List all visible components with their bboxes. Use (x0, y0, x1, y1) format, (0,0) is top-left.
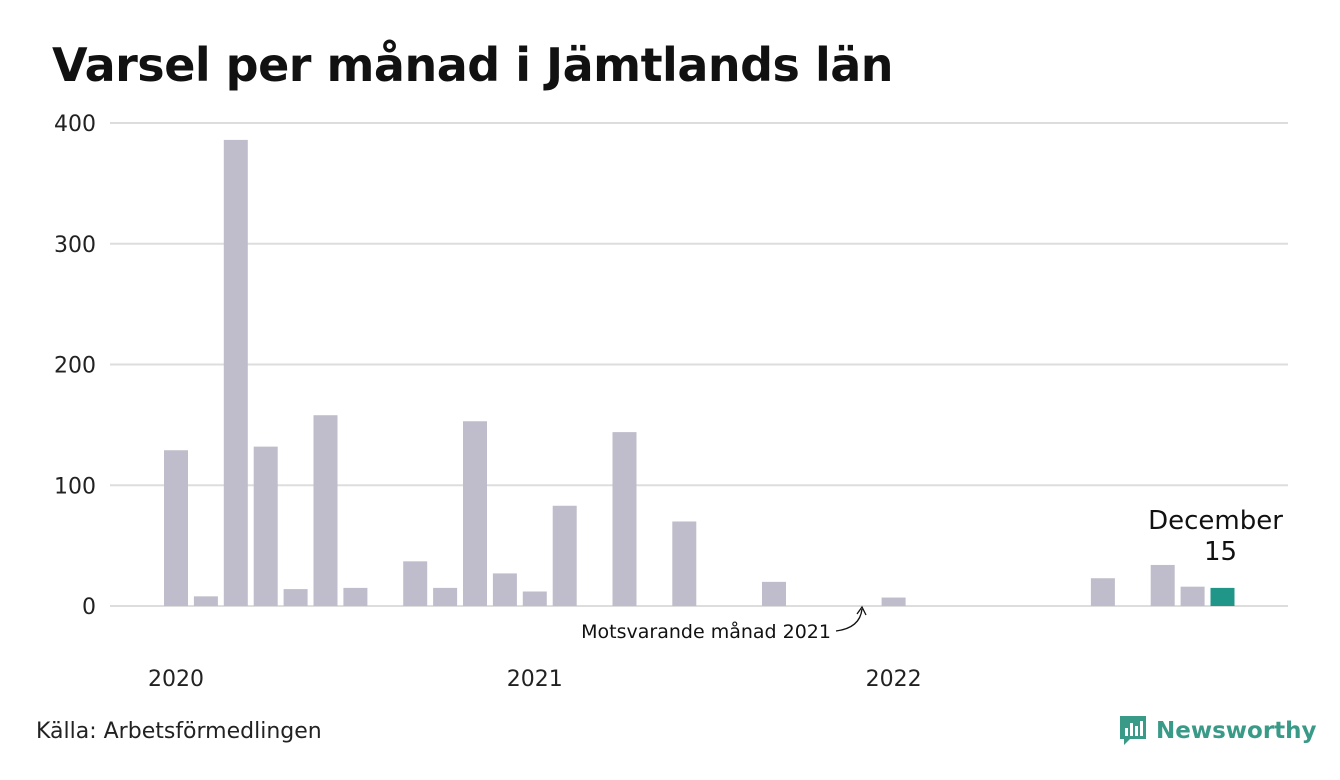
y-tick-label: 100 (54, 474, 96, 499)
x-axis-ticks: 2020 2021 2022 (148, 667, 922, 692)
bars (164, 139, 1235, 606)
bar-2021-06 (672, 521, 697, 606)
source-note: Källa: Arbetsförmedlingen (36, 719, 322, 744)
newsworthy-logo: Newsworthy (1118, 714, 1317, 748)
annotation-arrow (835, 608, 863, 632)
logo-text: Newsworthy (1156, 718, 1317, 744)
bar-2021-09 (762, 581, 786, 606)
bar-2020-11 (463, 421, 487, 606)
y-tick-label: 200 (54, 354, 96, 379)
bar-2021-04 (612, 432, 637, 606)
chart-title: Varsel per månad i Jämtlands län (52, 38, 894, 92)
bar-2020-02 (193, 596, 218, 606)
bar-2020-10 (433, 587, 458, 606)
gridlines (110, 122, 1288, 607)
highlight-month-label: December (1148, 506, 1283, 536)
x-tick-label: 2021 (507, 667, 563, 692)
bar-2022-10 (1150, 564, 1175, 606)
bar-2022-12 (1210, 587, 1235, 606)
bar-2020-01 (164, 450, 188, 606)
bar-2020-04 (253, 446, 278, 606)
bar-2020-03 (223, 139, 248, 606)
bar-2021-01 (522, 591, 547, 606)
bar-2020-09 (403, 561, 428, 606)
x-tick-label: 2020 (148, 667, 204, 692)
bar-2022-08 (1090, 578, 1115, 606)
comparison-annotation: Motsvarande månad 2021 (581, 620, 831, 643)
bar-2021-02 (552, 505, 577, 606)
bar-2022-01 (881, 597, 906, 606)
y-axis-ticks: 0 100 200 300 400 (54, 112, 96, 620)
annotation-arrowhead (856, 605, 867, 616)
bar-2022-11 (1180, 586, 1205, 606)
highlight-value-label: 15 (1204, 537, 1237, 567)
y-tick-label: 0 (82, 595, 96, 620)
y-tick-label: 300 (54, 233, 96, 258)
bar-2020-07 (343, 587, 368, 606)
y-tick-label: 400 (54, 112, 96, 137)
newsworthy-chart-icon (1120, 716, 1146, 745)
bar-2020-12 (492, 573, 517, 606)
x-tick-label: 2022 (866, 667, 922, 692)
bar-2020-05 (283, 589, 308, 606)
bar-2020-06 (313, 415, 338, 606)
